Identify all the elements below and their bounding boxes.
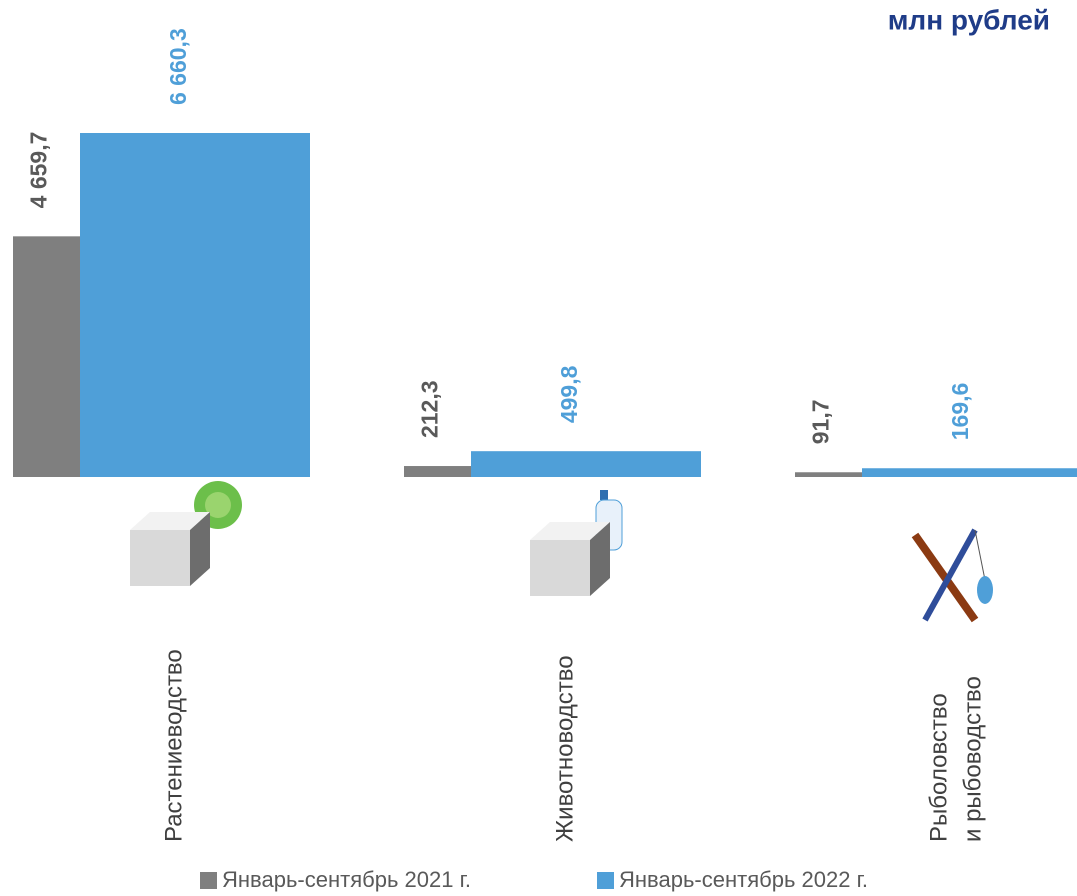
icon-livestock <box>530 490 623 596</box>
bar <box>13 236 80 477</box>
bar <box>862 468 1077 477</box>
value-label: 499,8 <box>556 365 582 423</box>
value-label: 169,6 <box>947 383 973 441</box>
bar <box>80 133 310 477</box>
value-label: 91,7 <box>808 399 834 444</box>
value-label: 4 659,7 <box>26 132 52 209</box>
icon-crop <box>130 481 242 586</box>
legend-swatch <box>200 872 217 889</box>
legend-label: Январь-сентябрь 2021 г. <box>222 867 471 892</box>
legend-swatch <box>597 872 614 889</box>
category-label: Рыболовство <box>925 693 952 842</box>
bar <box>404 466 471 477</box>
category-label: и рыбоводство <box>959 676 986 842</box>
value-label: 212,3 <box>417 380 443 438</box>
value-label: 6 660,3 <box>165 28 191 105</box>
bar <box>795 472 862 477</box>
category-label: Растениеводство <box>160 649 187 842</box>
category-label: Животноводство <box>551 655 578 842</box>
chart-title: млн рублей <box>888 4 1050 35</box>
icon-fishing <box>911 528 993 623</box>
bar <box>471 451 701 477</box>
legend-label: Январь-сентябрь 2022 г. <box>619 867 868 892</box>
